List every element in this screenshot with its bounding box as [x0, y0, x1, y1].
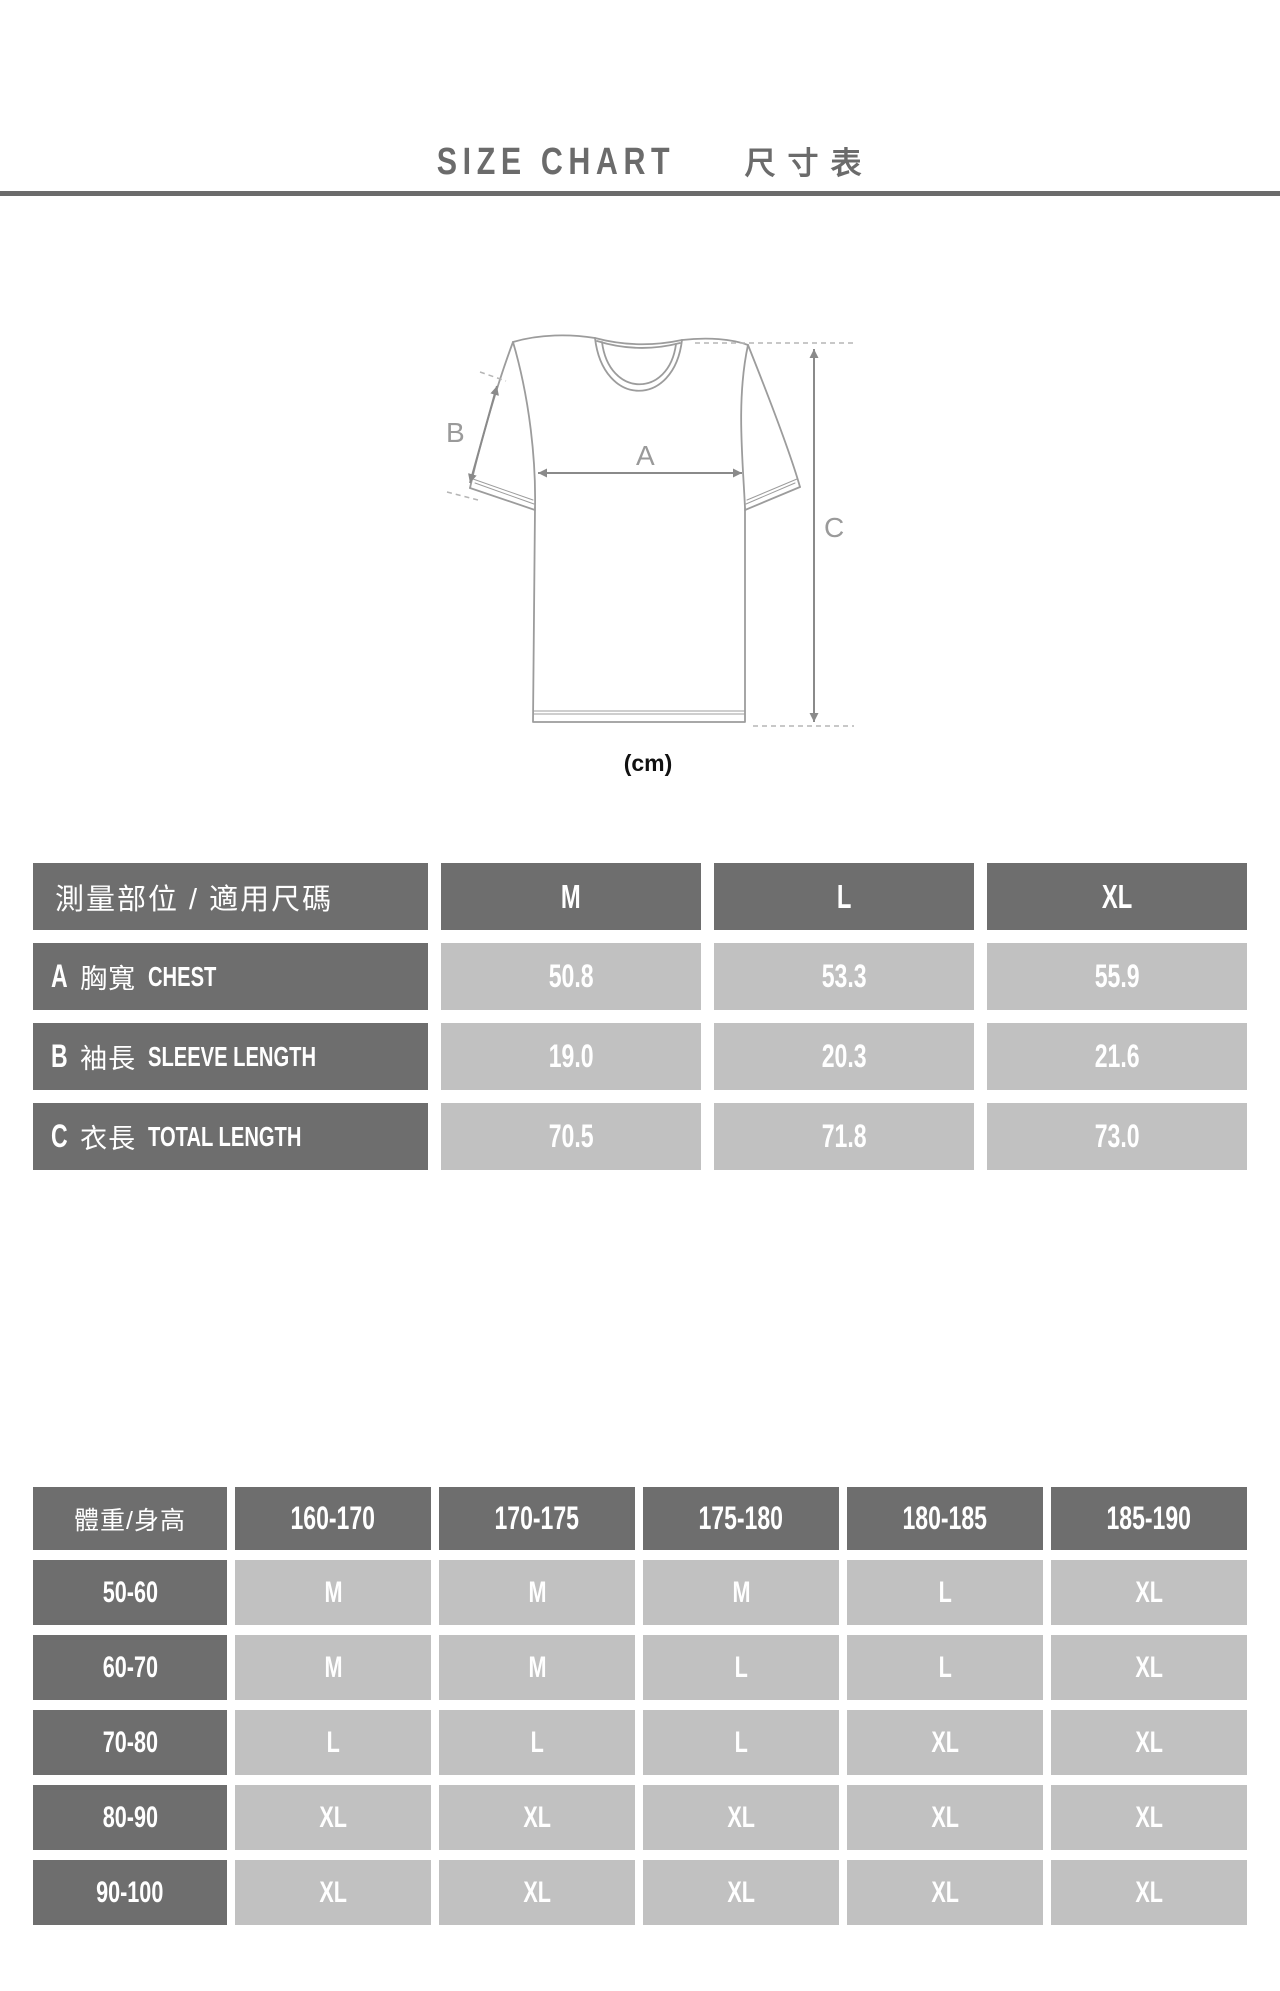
tshirt-measurement-diagram: A B C — [446, 334, 854, 727]
page-header: SIZE CHART 尺寸表 — [0, 138, 1280, 184]
header-divider-line — [0, 191, 1280, 196]
fit-table-corner-header: 體重/身高 — [33, 1487, 227, 1550]
measure-label-a: A — [636, 440, 655, 471]
total-length-value-xl: 73.0 — [987, 1103, 1247, 1170]
fit-size-cell: XL — [643, 1785, 839, 1850]
unit-label: (cm) — [623, 750, 673, 776]
fit-size-cell: L — [235, 1710, 431, 1775]
measure-row-label-sleeve: B 袖長 SLEEVE LENGTH — [33, 1023, 428, 1090]
height-range-header: 160-170 — [235, 1487, 431, 1550]
weight-range-label: 80-90 — [33, 1785, 227, 1850]
measure-table-corner-label: 測量部位 / 適用尺碼 — [55, 883, 334, 916]
measure-name-en: TOTAL LENGTH — [148, 1120, 302, 1152]
fit-size-cell: XL — [235, 1785, 431, 1850]
fit-size-cell: M — [643, 1560, 839, 1625]
height-range-header: 170-175 — [439, 1487, 635, 1550]
weight-range-label: 60-70 — [33, 1635, 227, 1700]
measure-letter: A — [51, 958, 68, 994]
fit-table: 體重/身高 160-170 170-175 175-180 180-185 18… — [33, 1487, 1247, 1925]
fit-size-cell: M — [439, 1560, 635, 1625]
measure-letter: B — [51, 1038, 68, 1074]
measure-label-b: B — [446, 417, 465, 448]
weight-range-label: 90-100 — [33, 1860, 227, 1925]
chest-value-l: 53.3 — [714, 943, 974, 1010]
measure-name-en: SLEEVE LENGTH — [148, 1040, 317, 1072]
fit-size-cell: XL — [1051, 1785, 1247, 1850]
chest-value-m: 50.8 — [441, 943, 701, 1010]
tshirt-outline — [469, 334, 801, 723]
fit-size-cell: XL — [439, 1785, 635, 1850]
fit-size-cell: XL — [847, 1785, 1043, 1850]
fit-size-cell: M — [235, 1635, 431, 1700]
measure-table-corner-header: 測量部位 / 適用尺碼 — [33, 863, 428, 930]
weight-range-label: 50-60 — [33, 1560, 227, 1625]
chest-value-xl: 55.9 — [987, 943, 1247, 1010]
measure-guide-dashes — [446, 342, 854, 727]
size-column-header-l: L — [714, 863, 974, 930]
sleeve-value-xl: 21.6 — [987, 1023, 1247, 1090]
fit-size-cell: M — [235, 1560, 431, 1625]
measure-name-zh: 袖長 — [80, 1044, 137, 1074]
height-range-header: 175-180 — [643, 1487, 839, 1550]
fit-size-cell: L — [847, 1635, 1043, 1700]
fit-size-cell: XL — [1051, 1860, 1247, 1925]
height-range-header: 180-185 — [847, 1487, 1043, 1550]
fit-size-cell: L — [643, 1635, 839, 1700]
measurement-table: 測量部位 / 適用尺碼 M L XL A 胸寬 CHEST 50.8 53.3 … — [33, 863, 1247, 1170]
measure-name-zh: 衣長 — [80, 1124, 137, 1154]
fit-size-cell: XL — [1051, 1560, 1247, 1625]
measure-row-label-chest: A 胸寬 CHEST — [33, 943, 428, 1010]
fit-size-cell: XL — [235, 1860, 431, 1925]
size-column-header-xl: XL — [987, 863, 1247, 930]
measure-letter: C — [51, 1118, 68, 1154]
page-title-chinese: 尺寸表 — [744, 146, 874, 181]
fit-size-cell: XL — [847, 1710, 1043, 1775]
sleeve-value-l: 20.3 — [714, 1023, 974, 1090]
weight-range-label: 70-80 — [33, 1710, 227, 1775]
fit-size-cell: XL — [1051, 1635, 1247, 1700]
total-length-value-l: 71.8 — [714, 1103, 974, 1170]
measure-row-label-total-length: C 衣長 TOTAL LENGTH — [33, 1103, 428, 1170]
measure-name-zh: 胸寬 — [80, 964, 137, 994]
total-length-value-m: 70.5 — [441, 1103, 701, 1170]
fit-size-cell: L — [847, 1560, 1043, 1625]
fit-size-cell: M — [439, 1635, 635, 1700]
sleeve-arrow-b — [468, 385, 499, 484]
measure-name-en: CHEST — [148, 960, 217, 992]
fit-size-cell: XL — [847, 1860, 1043, 1925]
fit-size-cell: XL — [643, 1860, 839, 1925]
fit-size-cell: XL — [439, 1860, 635, 1925]
size-column-header-m: M — [441, 863, 701, 930]
measure-label-c: C — [824, 512, 844, 543]
sleeve-value-m: 19.0 — [441, 1023, 701, 1090]
page-title-english: SIZE CHART — [436, 141, 675, 183]
fit-size-cell: L — [439, 1710, 635, 1775]
fit-size-cell: L — [643, 1710, 839, 1775]
fit-size-cell: XL — [1051, 1710, 1247, 1775]
height-range-header: 185-190 — [1051, 1487, 1247, 1550]
